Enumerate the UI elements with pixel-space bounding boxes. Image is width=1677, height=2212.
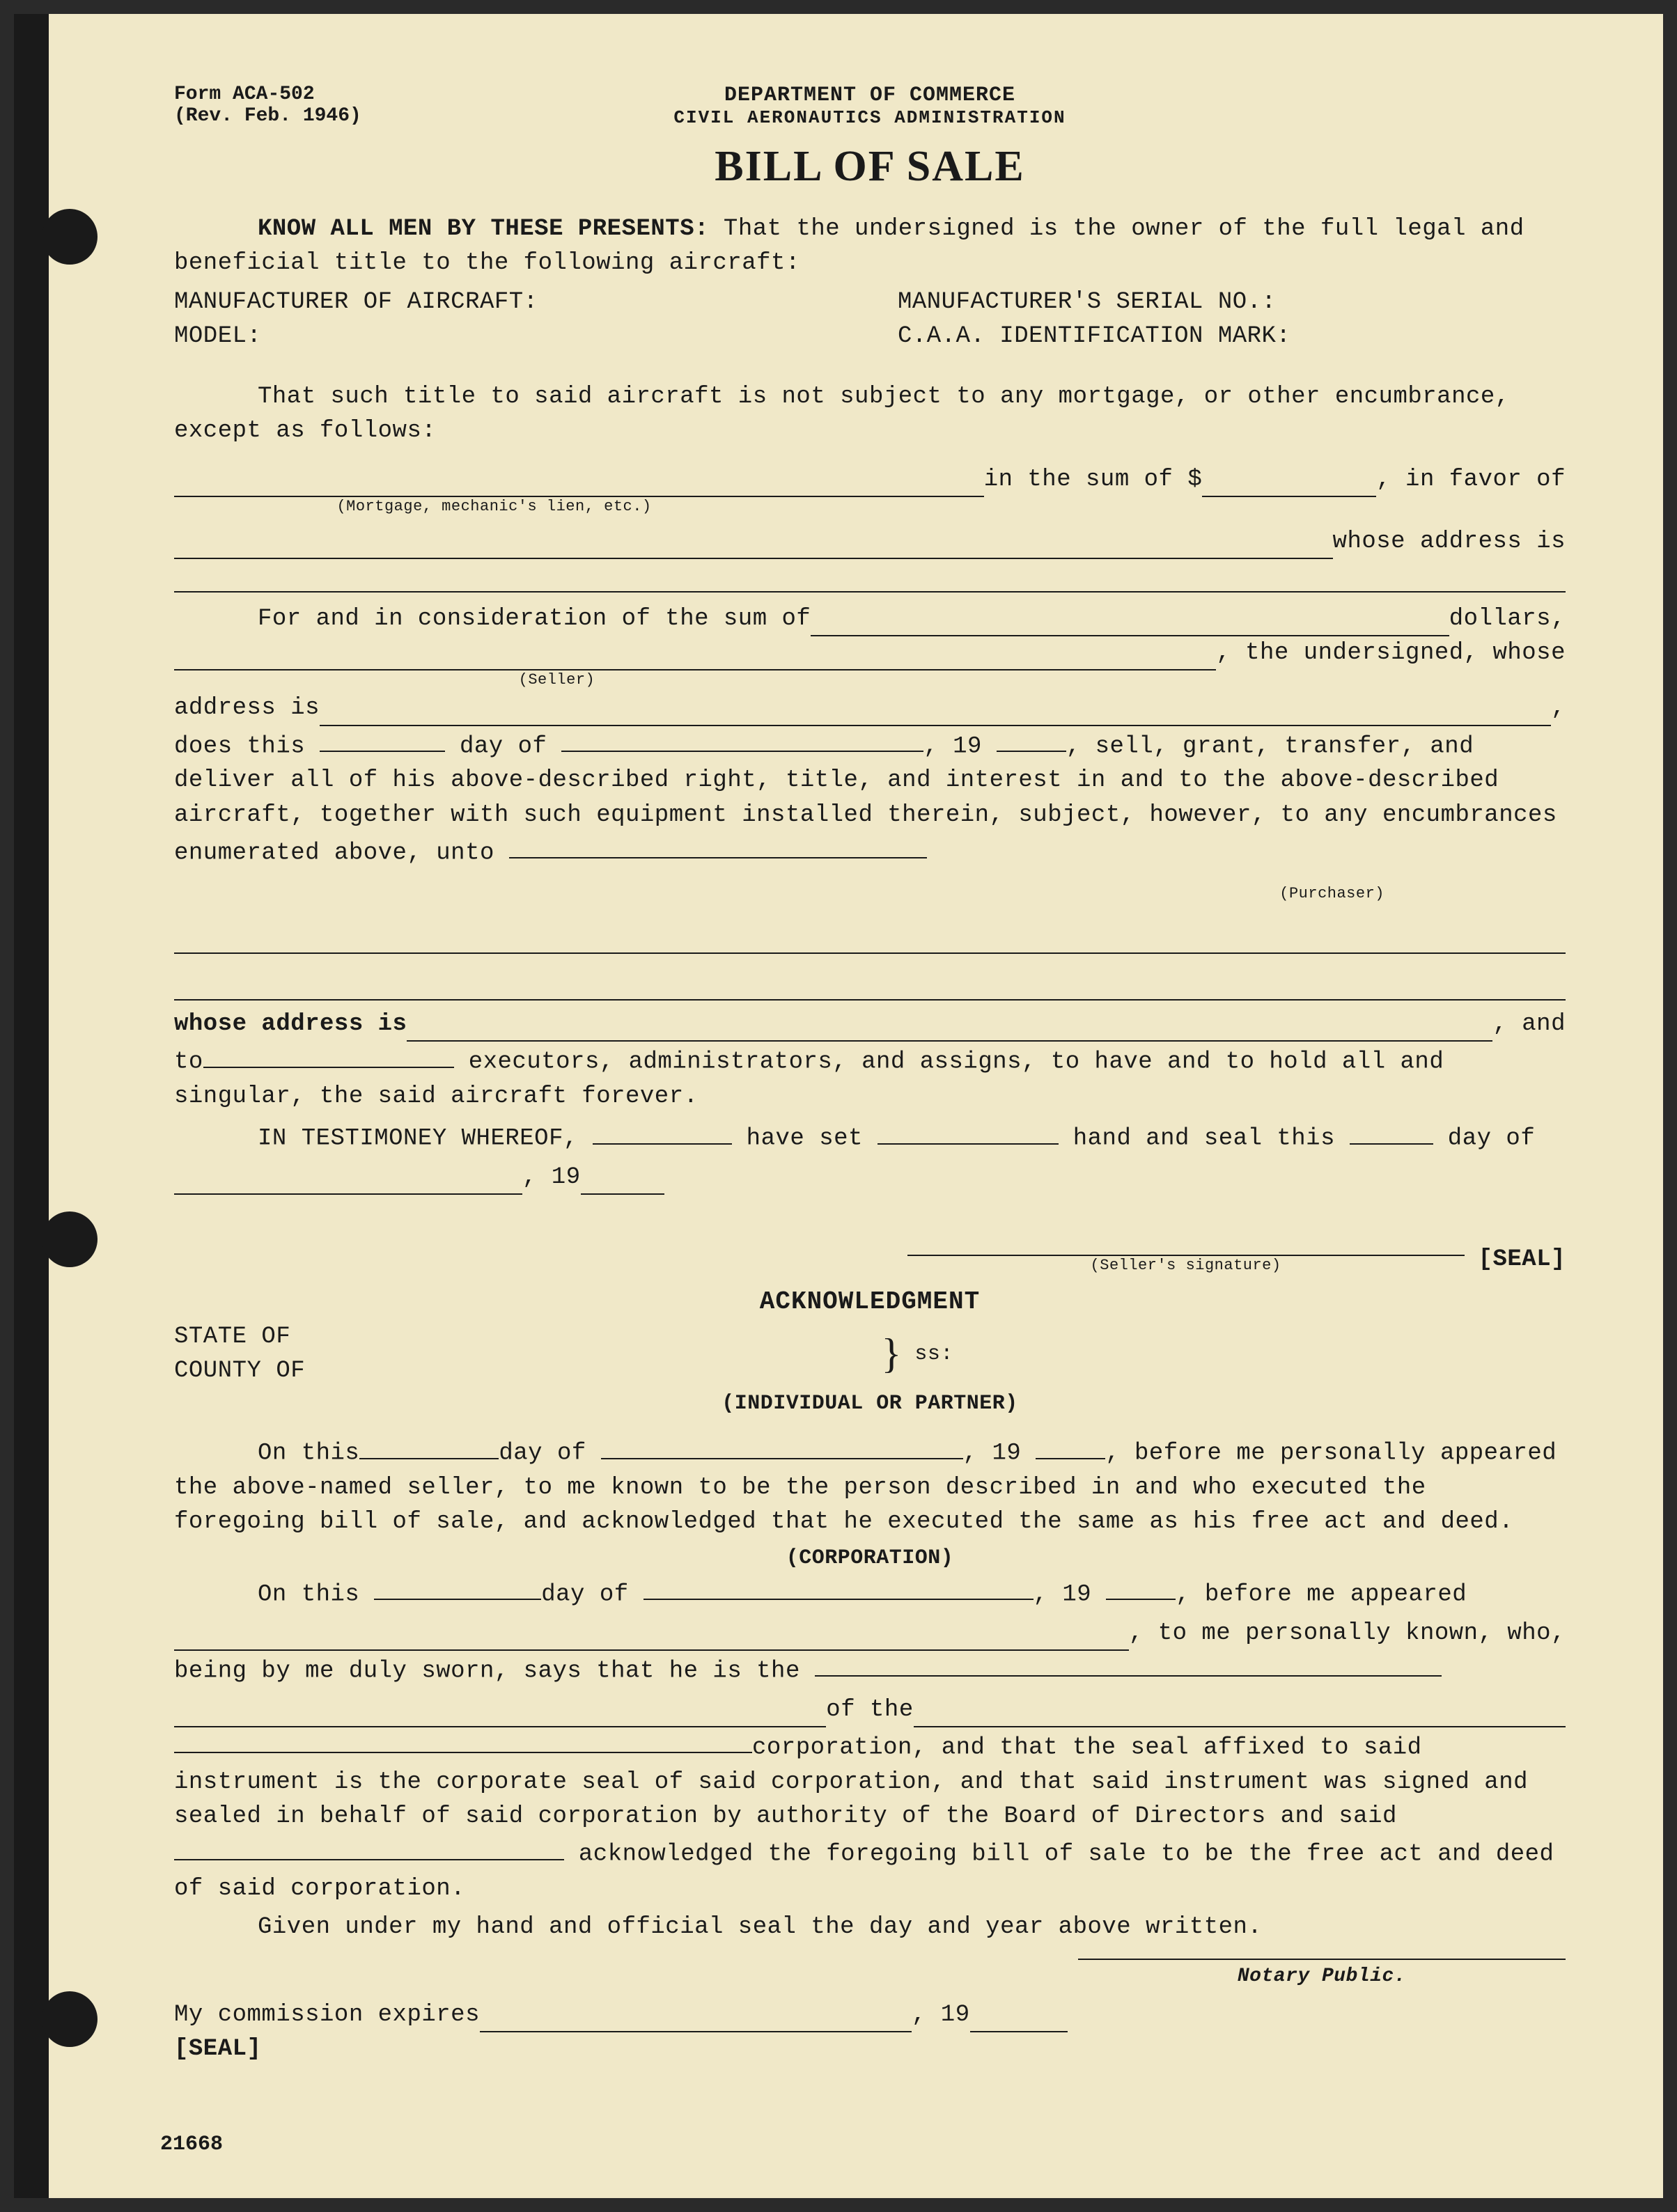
- text-have-set: have set: [732, 1126, 878, 1152]
- blank-ack-day[interactable]: [359, 1433, 499, 1459]
- ack-title: ACKNOWLEDGMENT: [174, 1284, 1566, 1320]
- text-day-of2: day of: [1433, 1126, 1535, 1152]
- corp-on-this: On this: [258, 1581, 359, 1608]
- field-manufacturer: MANUFACTURER OF AIRCRAFT:: [174, 285, 538, 320]
- binder-hole: [42, 1211, 98, 1267]
- commission-text: My commission expires: [174, 1998, 480, 2032]
- blank-test-day[interactable]: [1350, 1118, 1433, 1144]
- caption-purchaser: (Purchaser): [1279, 885, 1384, 902]
- document-title: BILL OF SALE: [174, 142, 1566, 191]
- blank-test-month[interactable]: [174, 1169, 522, 1195]
- blank-sum[interactable]: [1202, 471, 1376, 497]
- given-under: Given under my hand and official seal th…: [174, 1911, 1566, 1945]
- notary-sig-line[interactable]: Notary Public.: [1078, 1959, 1566, 1991]
- corp-sub: (CORPORATION): [174, 1544, 1566, 1574]
- text-in-sum: in the sum of $: [984, 463, 1203, 497]
- form-footer-number: 21668: [160, 2133, 223, 2156]
- intro-lead: KNOW ALL MEN BY THESE PRESENTS:: [258, 216, 709, 242]
- text-address-is: address is: [174, 691, 320, 725]
- body-content: KNOW ALL MEN BY THESE PRESENTS: That the…: [174, 212, 1566, 2067]
- caption-mortgage: (Mortgage, mechanic's lien, etc.): [174, 496, 814, 518]
- text-dollars: dollars,: [1449, 602, 1566, 636]
- corp-before: , before me appeared: [1176, 1581, 1467, 1608]
- ss-text: ss:: [914, 1342, 953, 1366]
- blank-day[interactable]: [320, 726, 445, 752]
- blank-commission[interactable]: [480, 2007, 912, 2032]
- blank-ack-year[interactable]: [1036, 1433, 1105, 1459]
- blank-seller[interactable]: [174, 645, 1216, 670]
- blank-mortgage[interactable]: [174, 471, 984, 497]
- blank-consideration[interactable]: [811, 611, 1449, 636]
- blank-seller-addr[interactable]: [320, 700, 1551, 725]
- ack-on-this: On this: [258, 1441, 359, 1467]
- blank-purchaser-line2[interactable]: [174, 920, 1566, 954]
- blank-corp-month[interactable]: [644, 1574, 1034, 1600]
- blank-corp-name2[interactable]: [174, 1727, 752, 1753]
- notary-label: Notary Public.: [1238, 1966, 1406, 1987]
- caption-seller-sig: (Seller's signature): [907, 1255, 1465, 1277]
- ack-day-of: day of: [499, 1441, 600, 1467]
- county-of: COUNTY OF: [174, 1354, 882, 1388]
- text-year2: , 19: [522, 1161, 581, 1195]
- department-header: DEPARTMENT OF COMMERCE: [174, 84, 1566, 107]
- comm-year: , 19: [912, 1998, 970, 2032]
- form-revision: (Rev. Feb. 1946): [174, 105, 361, 127]
- blank-ack-month[interactable]: [601, 1433, 963, 1459]
- blank-test-year[interactable]: [581, 1169, 664, 1195]
- ack-sub: (INDIVIDUAL OR PARTNER): [174, 1389, 1566, 1420]
- document-page: Form ACA-502 (Rev. Feb. 1946) DEPARTMENT…: [14, 14, 1663, 2198]
- ack-year: , 19: [963, 1441, 1036, 1467]
- text-and: , and: [1492, 1007, 1566, 1042]
- encumbrance-para: That such title to said aircraft is not …: [174, 380, 1566, 449]
- blank-comm-year[interactable]: [970, 2007, 1068, 2032]
- blank-test2[interactable]: [878, 1118, 1059, 1144]
- blank-corp-year[interactable]: [1106, 1574, 1176, 1600]
- agency-header: CIVIL AERONAUTICS ADMINISTRATION: [174, 107, 1566, 128]
- blank-corp-title[interactable]: [815, 1651, 1442, 1677]
- blank-corp-title2[interactable]: [174, 1701, 826, 1727]
- text-testimony: IN TESTIMONEY WHEREOF,: [258, 1126, 593, 1152]
- seal2-label: [SEAL]: [174, 2032, 1566, 2066]
- blank-corp-name[interactable]: [914, 1701, 1566, 1727]
- form-number-block: Form ACA-502 (Rev. Feb. 1946): [174, 84, 361, 127]
- brace-icon: }: [882, 1331, 902, 1376]
- blank-corp-day[interactable]: [374, 1574, 541, 1600]
- text-does-this: does this: [174, 733, 320, 760]
- text-hand-seal: hand and seal this: [1059, 1126, 1350, 1152]
- text-undersigned: , the undersigned, whose: [1216, 636, 1566, 670]
- blank-purchaser-addr[interactable]: [407, 1016, 1492, 1042]
- text-consideration: For and in consideration of the sum of: [258, 602, 811, 636]
- blank-month[interactable]: [561, 726, 923, 752]
- text-in-favor: , in favor of: [1376, 463, 1566, 497]
- blank-favoree[interactable]: [174, 533, 1333, 559]
- seal-label: [SEAL]: [1479, 1243, 1566, 1277]
- blank-purchaser[interactable]: [509, 833, 927, 858]
- blank-purchaser-line3[interactable]: [174, 968, 1566, 1001]
- field-model: MODEL:: [174, 320, 261, 354]
- text-day-of: day of: [445, 733, 561, 760]
- state-of: STATE OF: [174, 1320, 882, 1354]
- corp-personally: , to me personally known, who,: [1129, 1617, 1566, 1651]
- binder-hole: [42, 209, 98, 265]
- blank-corp-person[interactable]: [174, 1625, 1129, 1651]
- blank-to[interactable]: [203, 1042, 454, 1067]
- corp-year: , 19: [1034, 1581, 1107, 1608]
- text-whose-addr: whose address is: [1333, 525, 1566, 559]
- blank-favoree-addr[interactable]: [174, 559, 1566, 593]
- text-to: to: [174, 1049, 203, 1076]
- text-whose-addr2: whose address is: [174, 1007, 407, 1042]
- form-label: Form: [174, 84, 221, 105]
- corp-day-of: day of: [541, 1581, 643, 1608]
- form-number: ACA-502: [233, 84, 315, 105]
- blank-corp-ack[interactable]: [174, 1834, 564, 1860]
- field-serial: MANUFACTURER'S SERIAL NO.:: [898, 285, 1566, 320]
- binder-hole: [42, 1991, 98, 2047]
- field-caa: C.A.A. IDENTIFICATION MARK:: [898, 320, 1566, 354]
- blank-test1[interactable]: [593, 1118, 732, 1144]
- blank-year[interactable]: [997, 726, 1066, 752]
- caption-seller: (Seller): [174, 669, 939, 691]
- blank-seller-sig[interactable]: [907, 1223, 1465, 1256]
- text-year: , 19: [923, 733, 997, 760]
- text-of-the: of the: [826, 1693, 913, 1727]
